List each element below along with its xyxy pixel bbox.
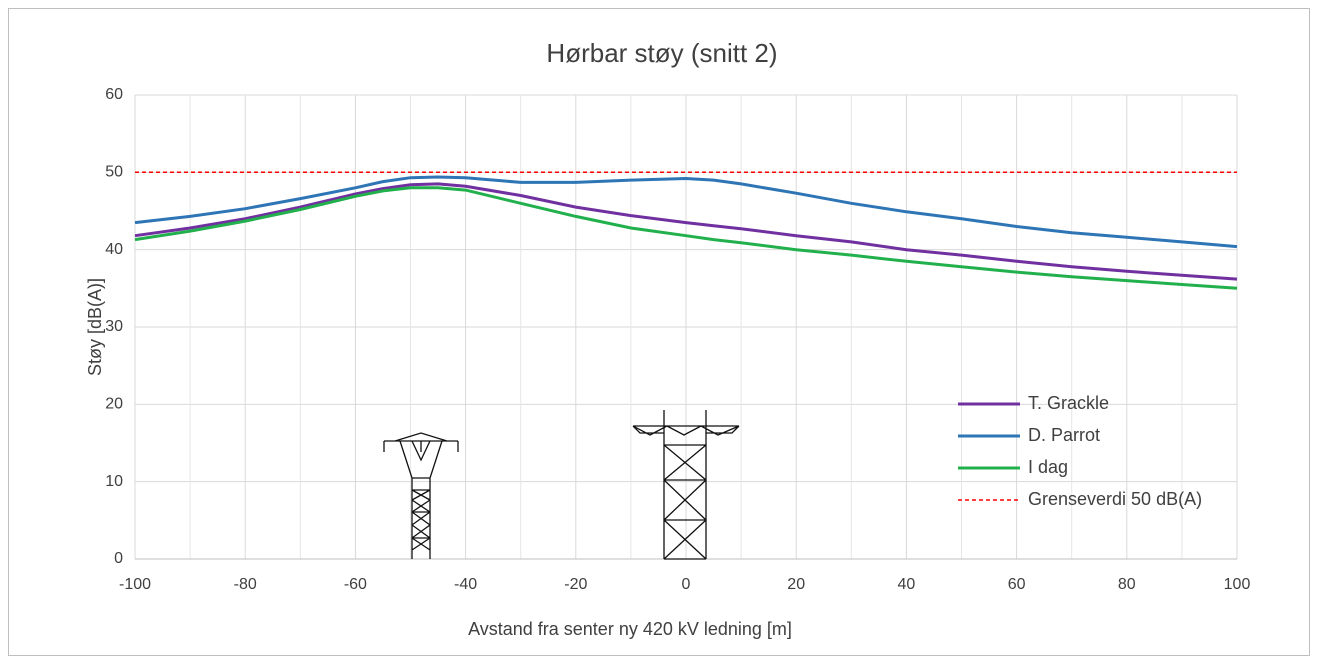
x-tick-label: -80 <box>234 576 257 593</box>
x-tick-label: 40 <box>898 576 916 593</box>
tower-small <box>383 432 459 559</box>
chart-frame <box>8 8 1310 656</box>
y-tick-label: 50 <box>105 164 123 181</box>
y-tick-label: 0 <box>114 550 123 567</box>
plot-area <box>134 171 1238 290</box>
x-tick-label: 0 <box>682 576 691 593</box>
legend-label: Grenseverdi 50 dB(A) <box>1028 489 1202 509</box>
y-tick-label: 20 <box>105 396 123 413</box>
x-tick-label: 100 <box>1224 576 1251 593</box>
x-tick-label: -60 <box>344 576 367 593</box>
chart-title: Hørbar støy (snitt 2) <box>546 38 777 68</box>
y-tick-label: 60 <box>105 86 123 103</box>
y-tick-label: 10 <box>105 473 123 490</box>
y-axis-label: Støy [dB(A)] <box>85 278 105 376</box>
legend-label: D. Parrot <box>1028 425 1100 445</box>
x-tick-label: 60 <box>1008 576 1026 593</box>
legend-label: I dag <box>1028 457 1068 477</box>
x-tick-label: -40 <box>454 576 477 593</box>
x-tick-label: 80 <box>1118 576 1136 593</box>
x-tick-label: -100 <box>119 576 151 593</box>
x-tick-label: 20 <box>787 576 805 593</box>
legend: T. Grackle D. Parrot I dag Grenseverdi 50 d… <box>958 393 1202 509</box>
x-tick-label: -20 <box>564 576 587 593</box>
legend-label: T. Grackle <box>1028 393 1109 413</box>
series-line <box>134 186 1238 290</box>
y-tick-label: 30 <box>105 318 123 335</box>
series-line <box>134 182 1238 281</box>
series-line <box>134 175 1238 249</box>
y-tick-label: 40 <box>105 241 123 258</box>
tower-large <box>632 410 740 560</box>
x-axis-label: Avstand fra senter ny 420 kV ledning [m] <box>468 619 792 639</box>
